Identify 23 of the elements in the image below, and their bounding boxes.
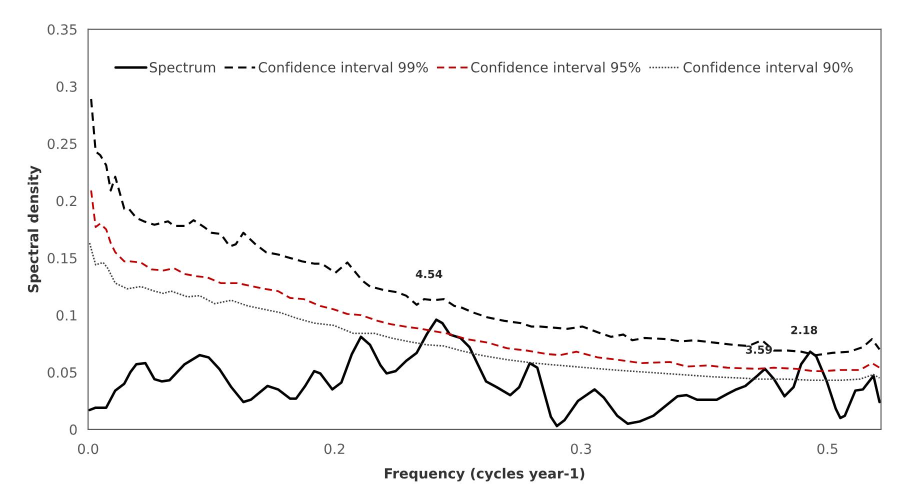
- annotation: 3.59: [746, 345, 772, 354]
- y-tick-label: 0.05: [48, 367, 76, 378]
- line-series: [90, 190, 880, 372]
- y-tick-label: 0.15: [48, 252, 76, 264]
- legend-label: Spectrum: [150, 62, 216, 76]
- y-axis-title: Spectral density: [28, 166, 42, 292]
- line-series: [88, 242, 880, 382]
- x-tick-label: 0.0: [78, 444, 98, 454]
- y-tick-label: 0.35: [48, 24, 76, 35]
- legend-label: Confidence interval 95%: [471, 62, 640, 73]
- y-tick-label: 0.25: [48, 138, 76, 150]
- x-tick-label: 0.3: [570, 444, 591, 454]
- legend-label: Confidence interval 99%: [258, 62, 428, 73]
- x-tick-label: 0.2: [324, 444, 344, 454]
- annotation: 2.18: [791, 326, 818, 334]
- y-tick-label: 0.1: [56, 310, 76, 321]
- y-tick-label: 0.3: [56, 81, 77, 92]
- y-tick-label: 0: [70, 424, 77, 435]
- annotation: 4.54: [416, 270, 442, 278]
- legend-label: Confidence interval 90%: [684, 62, 853, 73]
- x-tick-label: 0.5: [817, 444, 838, 454]
- y-tick-label: 0.2: [56, 196, 76, 206]
- x-axis-title: Frequency (cycles year-1): [384, 468, 584, 482]
